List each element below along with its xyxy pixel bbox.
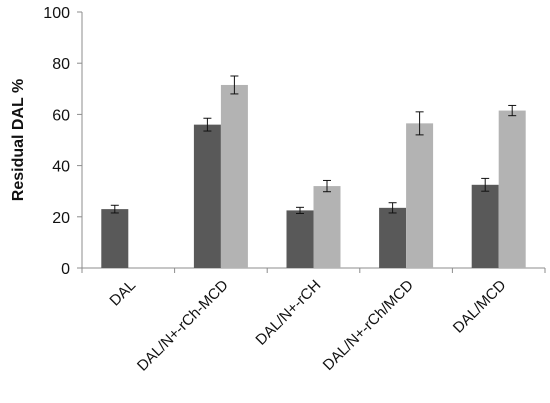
x-category-label: DAL [106, 277, 139, 310]
bar [101, 209, 129, 268]
bar [313, 186, 341, 268]
y-tick-label: 40 [52, 159, 70, 176]
bar [286, 210, 314, 268]
y-tick-label: 20 [52, 210, 70, 227]
x-category-label: DAL/MCD [450, 277, 510, 337]
y-tick-labels: 0 20 40 60 80 100 [43, 5, 70, 278]
y-tick-label: 100 [43, 5, 70, 22]
bar [498, 110, 526, 268]
chart-axes [77, 11, 546, 273]
bar [220, 84, 248, 269]
y-tick-label: 0 [61, 261, 70, 278]
x-category-label: DAL/N+-rCH [252, 277, 324, 349]
x-category-label: DAL/N+-rCh/MCD [320, 277, 417, 374]
y-tick-label: 80 [52, 56, 70, 73]
y-axis-title: Residual DAL % [10, 79, 27, 201]
y-tick-label: 60 [52, 107, 70, 124]
bar [471, 184, 499, 268]
bar [193, 124, 221, 268]
chart-bars [101, 75, 526, 269]
bar [406, 123, 434, 268]
x-category-label: DAL/N+-rCh-MCD [134, 277, 232, 375]
bar [379, 207, 407, 268]
